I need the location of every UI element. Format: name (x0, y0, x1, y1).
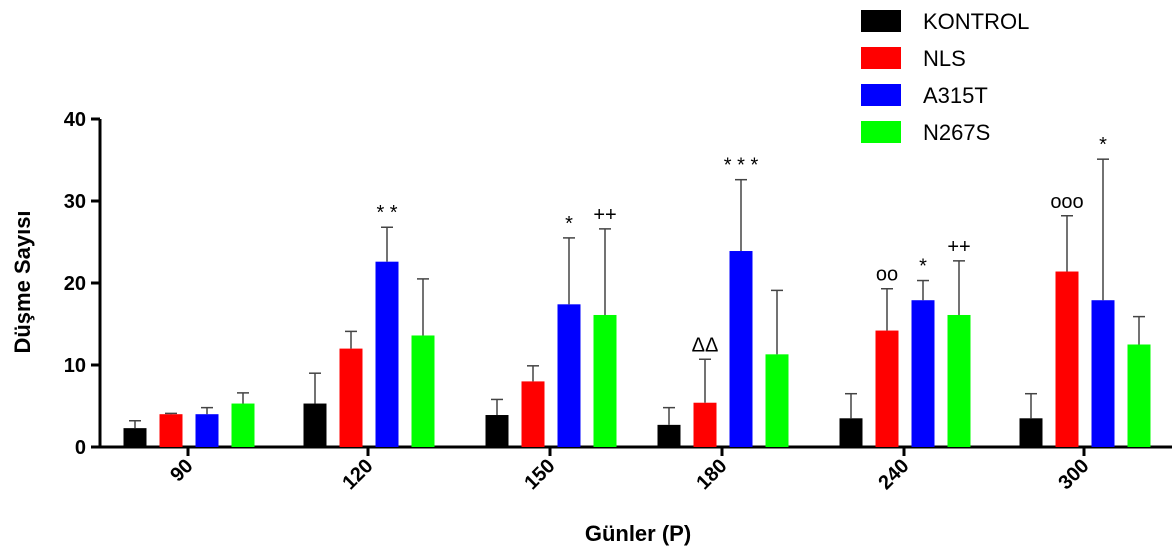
bar-kontrol-90 (123, 428, 147, 447)
x-tick-label: 180 (692, 455, 731, 494)
x-tick-label: 300 (1054, 455, 1093, 494)
bar-kontrol-150 (485, 415, 509, 447)
bar-n267s-90 (231, 403, 255, 447)
significance-annotation: oo (876, 264, 898, 286)
legend-label-kontrol: KONTROL (923, 9, 1029, 34)
bar-nls-240 (875, 330, 899, 447)
bar-a315t-180 (729, 251, 753, 447)
bar-nls-150 (521, 381, 545, 447)
bar-nls-300 (1055, 271, 1079, 447)
y-tick-label: 40 (64, 109, 86, 131)
bars (123, 158, 1151, 447)
bar-a315t-300 (1091, 300, 1115, 447)
y-tick-label: 20 (64, 273, 86, 295)
significance-annotation: * (1099, 134, 1107, 156)
bar-a315t-90 (195, 414, 219, 447)
legend-label-a315t: A315T (923, 83, 988, 108)
bar-a315t-120 (375, 261, 399, 447)
legend-label-nls: NLS (923, 46, 966, 71)
bar-nls-180 (693, 402, 717, 447)
bar-kontrol-120 (303, 403, 327, 447)
significance-annotation: * * (376, 202, 397, 224)
x-tick-label: 150 (520, 455, 559, 494)
bar-n267s-120 (411, 335, 435, 447)
bar-n267s-150 (593, 314, 617, 447)
bar-nls-90 (159, 414, 183, 447)
x-tick-label: 240 (874, 455, 913, 494)
legend: KONTROL NLS A315T N267S (861, 9, 1029, 145)
significance-annotation: ++ (593, 204, 616, 226)
axes: 0 10 20 30 40 90 120 150 180 240 300 (64, 109, 1172, 494)
bar-kontrol-180 (657, 424, 681, 447)
annotations: * * * ++ ΔΔ * * * oo * ++ ooo * (376, 134, 1107, 356)
legend-swatch-n267s (861, 121, 901, 143)
bar-nls-120 (339, 348, 363, 447)
y-tick-label: 0 (75, 437, 86, 459)
bar-n267s-300 (1127, 344, 1151, 447)
significance-annotation: * * * (724, 155, 759, 177)
bar-n267s-180 (765, 354, 789, 447)
bar-n267s-240 (947, 314, 971, 447)
significance-annotation: ΔΔ (692, 334, 719, 356)
legend-swatch-nls (861, 47, 901, 69)
bar-kontrol-240 (839, 418, 863, 447)
significance-annotation: ooo (1050, 191, 1083, 213)
legend-swatch-a315t (861, 84, 901, 106)
x-tick-label: 90 (166, 455, 197, 486)
significance-annotation: * (919, 256, 927, 278)
legend-swatch-kontrol (861, 10, 901, 32)
bar-kontrol-300 (1019, 418, 1043, 447)
x-axis-title: Günler (P) (585, 521, 691, 546)
significance-annotation: * (565, 213, 573, 235)
x-tick-label: 120 (338, 455, 377, 494)
significance-annotation: ++ (947, 236, 970, 258)
bar-a315t-150 (557, 304, 581, 447)
y-tick-label: 30 (64, 191, 86, 213)
y-tick-label: 10 (64, 355, 86, 377)
y-axis-title: Düşme Sayısı (10, 210, 35, 353)
legend-label-n267s: N267S (923, 120, 990, 145)
bar-a315t-240 (911, 300, 935, 447)
